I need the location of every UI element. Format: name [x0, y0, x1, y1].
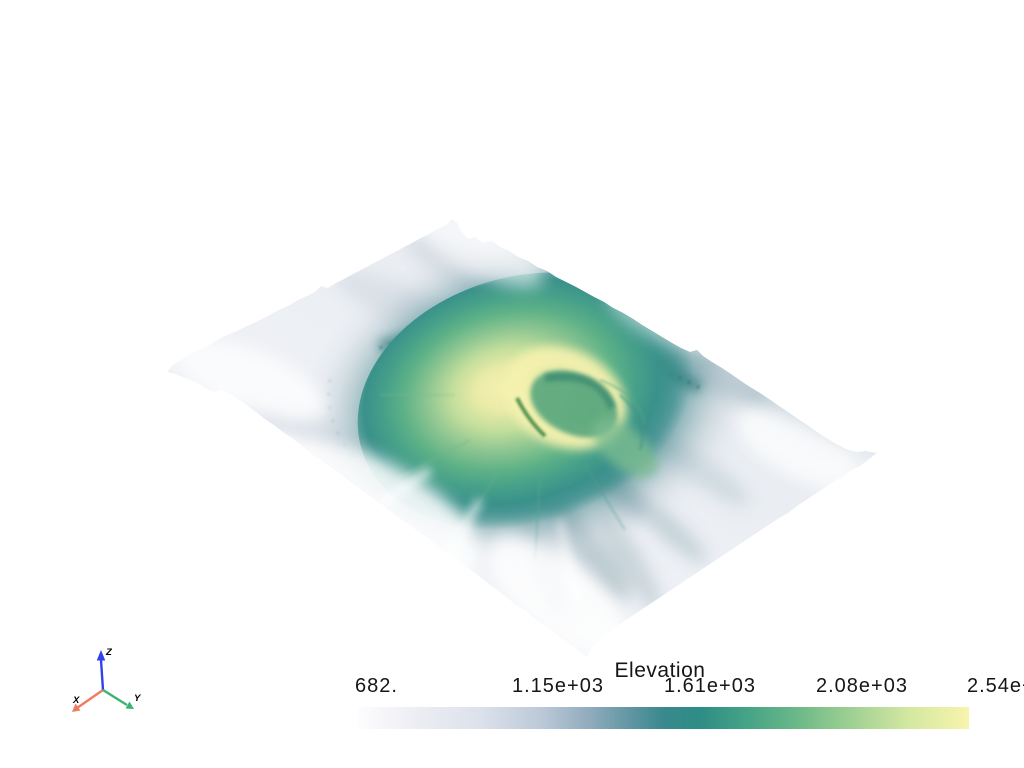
scalar-bar-label-1: 1.15e+03	[512, 675, 604, 697]
scalar-bar-title: Elevation	[614, 659, 706, 682]
scalar-bar-label-3: 2.08e+03	[816, 675, 908, 697]
scalar-bar-label-0: 682.	[355, 675, 398, 697]
axis-label-z: Z	[105, 647, 113, 658]
crater	[503, 346, 657, 477]
scalar-bar-gradient[interactable]	[358, 707, 969, 729]
axis-label-y: Y	[134, 693, 142, 704]
crater-breach	[593, 419, 657, 477]
y-axis-arrow	[102, 688, 134, 709]
scalar-bar-label-2: 1.61e+03	[664, 675, 756, 697]
orientation-axes-widget: X Y Z	[72, 647, 142, 712]
axis-label-x: X	[72, 695, 80, 706]
x-axis-arrow	[72, 689, 104, 712]
z-axis-arrow	[96, 650, 106, 691]
scalar-bar-label-4: 2.54e+03	[967, 675, 1024, 697]
